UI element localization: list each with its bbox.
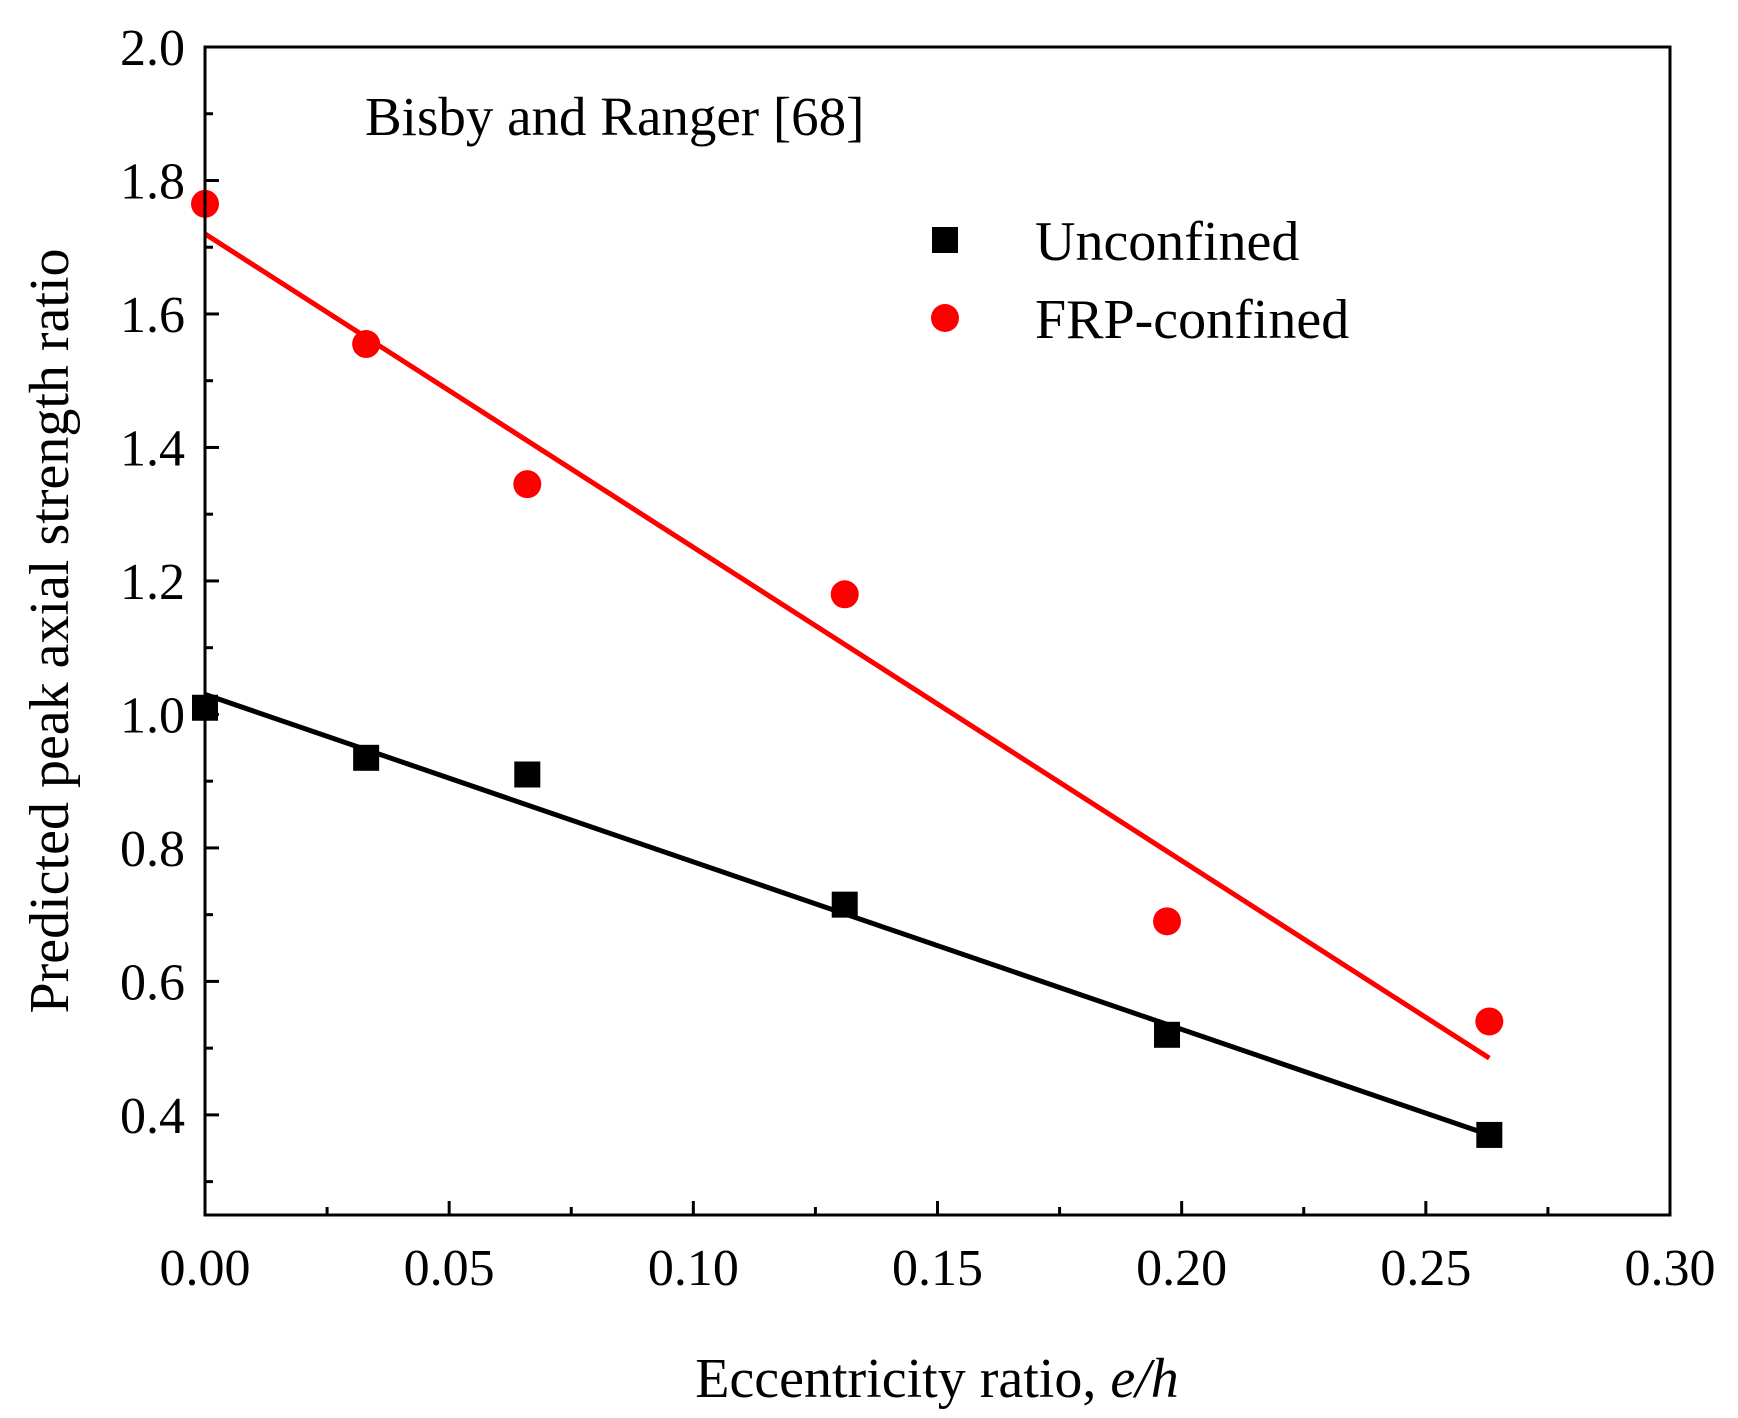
unconfined-point <box>353 744 380 771</box>
frp-confined-point <box>513 470 542 499</box>
y-tick-label: 0.6 <box>120 954 185 1011</box>
legend-label-unconfined: Unconfined <box>1035 211 1299 273</box>
y-tick-label: 1.4 <box>120 420 185 477</box>
x-tick-label: 0.25 <box>1380 1240 1471 1297</box>
y-tick-label: 1.2 <box>120 554 185 611</box>
unconfined-point <box>1154 1021 1181 1048</box>
frp-confined-point <box>830 580 859 609</box>
legend: Unconfined FRP-confined <box>931 211 1349 351</box>
legend-marker-frp-confined <box>931 304 959 332</box>
frp-confined-fit-line <box>203 231 1491 1061</box>
y-tick-label: 1.8 <box>120 153 185 210</box>
y-tick-label: 2.0 <box>120 20 185 77</box>
y-tick-label: 0.4 <box>120 1088 185 1145</box>
x-axis-label: Eccentricity ratio, e/h <box>695 1348 1179 1410</box>
x-tick-label: 0.10 <box>648 1240 739 1297</box>
x-axis-label-italic: e/h <box>1110 1348 1178 1410</box>
x-tick-label: 0.15 <box>892 1240 983 1297</box>
x-tick-label: 0.00 <box>160 1240 251 1297</box>
frp-confined-point <box>1153 907 1182 936</box>
x-tick-label: 0.30 <box>1625 1240 1716 1297</box>
y-axis-label: Predicted peak axial strength ratio <box>19 248 81 1013</box>
y-tick-label: 0.8 <box>120 821 185 878</box>
plot-frame <box>203 45 1672 1217</box>
chart-annotation: Bisby and Ranger [68] <box>365 86 865 147</box>
x-axis-label-text: Eccentricity ratio, <box>695 1348 1110 1410</box>
y-tick-label: 1.6 <box>120 287 185 344</box>
x-tick-label: 0.20 <box>1136 1240 1227 1297</box>
x-tick-label: 0.05 <box>404 1240 495 1297</box>
unconfined-point <box>1476 1121 1503 1148</box>
legend-marker-unconfined <box>932 227 958 253</box>
unconfined-point <box>514 761 541 788</box>
y-tick-label: 1.0 <box>120 687 185 744</box>
unconfined-point <box>831 891 858 918</box>
legend-label-frp-confined: FRP-confined <box>1035 289 1349 351</box>
frp-confined-point <box>1475 1007 1504 1036</box>
frp-confined-point <box>352 330 381 359</box>
